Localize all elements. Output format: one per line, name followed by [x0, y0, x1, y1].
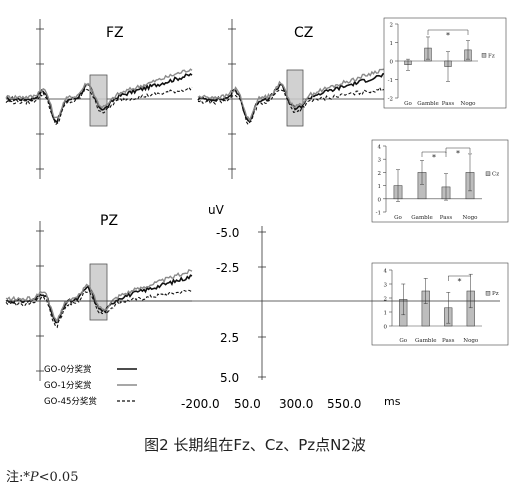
bar-category-label: Nogo — [461, 101, 477, 107]
bar-category-label: Nogo — [463, 215, 479, 221]
bar-y-tick-label: 2 — [390, 23, 394, 29]
y-tick-label: -5.0 — [216, 226, 239, 240]
bar-y-tick-label: 2 — [384, 297, 388, 303]
panel-title-fz: FZ — [106, 25, 124, 41]
bar-legend-swatch — [481, 53, 487, 58]
bar-y-tick-label: 0 — [384, 325, 388, 331]
erp-waveform — [5, 274, 193, 324]
bar-chart-pz: 4 3 2 1 0 Go Gamble Pass Nogo * Pz — [371, 262, 509, 346]
bar-category-label: Go — [404, 101, 412, 107]
bar-category-label: Go — [399, 338, 407, 344]
n2-time-window — [286, 69, 304, 127]
significance-star: * — [432, 153, 436, 162]
note-suffix: <0.05 — [38, 470, 79, 485]
x-tick-label: 300.0 — [279, 397, 313, 411]
figure-caption: 图2 长期组在Fz、Cz、Pz点N2波 — [144, 436, 366, 454]
bar-y-tick-label: 1 — [378, 184, 382, 190]
waveform-legend: GO-0分奖赏 GO-1分奖赏 GO-45分奖赏 — [44, 364, 137, 407]
bar-y-tick-label: -1 — [376, 211, 381, 217]
x-tick-label: 550.0 — [327, 397, 361, 411]
bar-y-tick-label: 1 — [384, 311, 388, 317]
x-tick-label: -200.0 — [181, 397, 220, 411]
bar-y-tick-label: 3 — [384, 283, 388, 289]
bar-legend-label: Cz — [492, 172, 499, 178]
significance-bracket — [445, 147, 471, 153]
erp-waveform — [5, 269, 193, 323]
significance-bracket — [427, 29, 469, 35]
significance-star: * — [446, 31, 450, 40]
erp-figure: FZ CZ PZ uV -5.0 -2.5 2.5 5.0 -200.0 50.… — [5, 17, 509, 411]
bar-y-tick-label: 0 — [390, 60, 394, 66]
erp-waveform — [5, 72, 193, 124]
y-axis-unit: uV — [208, 203, 225, 217]
erp-waveform — [197, 86, 387, 126]
bar-chart-cz: 4 3 2 1 0 -1 Go Gamble Pass Nogo * * Cz — [371, 139, 509, 223]
bar-legend-label: Fz — [488, 53, 495, 59]
figure-note: 注:*P<0.05 — [6, 466, 78, 485]
significance-bracket — [421, 151, 447, 157]
erp-waveform — [5, 289, 193, 329]
bar-category-label: Pass — [442, 101, 455, 107]
bar-y-tick-label: 3 — [378, 158, 382, 164]
significance-bracket — [448, 275, 471, 281]
bar-category-label: Gamble — [415, 338, 436, 344]
panel-title-pz: PZ — [100, 213, 118, 229]
bar-chart-fz: 2 1 0 -1 -2 Go Gamble Pass Nogo * Fz — [383, 17, 507, 109]
x-tick-label: 50.0 — [234, 397, 261, 411]
bar-category-label: Go — [394, 215, 402, 221]
bar-y-tick-label: 2 — [378, 171, 382, 177]
legend-label-go0: GO-0分奖赏 — [44, 364, 92, 375]
n2-time-window — [89, 74, 108, 127]
erp-waveform — [5, 68, 193, 120]
note-prefix: 注:* — [6, 470, 30, 485]
bar-category-label: Pass — [440, 215, 453, 221]
y-tick-label: -2.5 — [216, 261, 239, 275]
bar-y-tick-label: 4 — [378, 145, 382, 151]
note-p: P — [29, 470, 39, 485]
bar-legend-swatch — [485, 291, 491, 296]
bar-y-tick-label: -2 — [388, 97, 393, 103]
bar-chart-frame — [371, 262, 509, 346]
erp-waveform — [197, 67, 387, 123]
bar-category-label: Gamble — [411, 215, 432, 221]
significance-star: * — [456, 149, 460, 158]
bar-y-tick-label: 0 — [378, 197, 382, 203]
y-tick-label: 5.0 — [220, 371, 239, 385]
bar-y-tick-label: 4 — [384, 269, 388, 275]
bar-category-label: Pass — [442, 338, 455, 344]
panel-title-cz: CZ — [294, 25, 313, 41]
y-tick-label: 2.5 — [220, 331, 239, 345]
bar-y-tick-label: 1 — [390, 41, 394, 47]
x-axis-unit: ms — [384, 395, 401, 408]
erp-panel-fz — [5, 19, 193, 179]
bar-chart-frame — [371, 139, 509, 223]
bar-y-tick-label: -1 — [388, 78, 393, 84]
erp-waveform — [5, 86, 193, 126]
bar-legend-swatch — [485, 171, 491, 176]
bar-legend-label: Pz — [492, 291, 499, 297]
bar-category-label: Nogo — [463, 338, 479, 344]
legend-label-go1: GO-1分奖赏 — [44, 380, 92, 391]
significance-star: * — [458, 277, 462, 286]
legend-label-go45: GO-45分奖赏 — [44, 396, 97, 407]
bar-category-label: Gamble — [417, 101, 438, 107]
erp-panel-cz — [197, 19, 387, 179]
